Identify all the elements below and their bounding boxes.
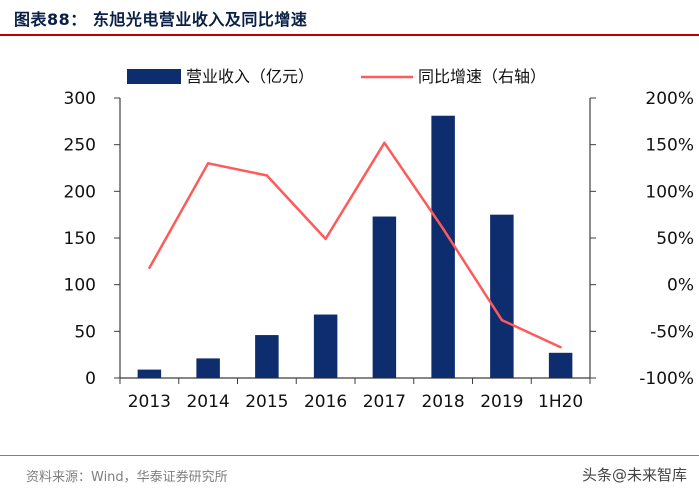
right-axis-tick-label: 150% [645,136,694,156]
growth-rate-point [148,266,151,270]
growth-rate-point [383,141,386,144]
right-axis-tick-label: -50% [650,322,694,342]
growth-rate-point [500,318,504,322]
revenue-bar [196,358,220,378]
left-axis-tick-label: 300 [64,89,96,109]
right-axis-tick-label: 0% [667,276,694,296]
source-note: 资料来源：Wind，华泰证券研究所 [26,470,228,485]
revenue-bar [431,115,455,378]
watermark-text: 头条@未来智库 [581,466,687,484]
x-axis-tick-label: 2019 [480,392,523,412]
tick-labels: 0 50 100 150 200 250 300 -100% -50% 0% 50% 100% 150%… [64,89,694,412]
growth-rate-line [148,141,562,349]
x-axis-tick-label: 2017 [363,392,406,412]
growth-rate-point [559,346,562,349]
right-axis-tick-label: 100% [645,182,694,202]
growth-rate-point [265,174,269,177]
left-axis-tick-label: 100 [64,276,96,296]
title-rule [0,34,699,36]
bar-series [137,115,573,378]
revenue-growth-chart: 营业收入（亿元） 同比增速（右轴） 0 50 100 150 200 250 300 -100… [64,67,694,412]
left-axis-tick-label: 50 [74,322,96,342]
x-axis-tick-label: 2016 [304,392,347,412]
legend-line-label: 同比增速（右轴） [418,67,546,86]
x-axis-tick-label: 2013 [128,392,171,412]
right-axis-tick-label: 50% [656,229,694,249]
x-axis-tick-label: 1H20 [538,392,583,412]
footer-rule [0,455,699,456]
line-series [148,141,562,349]
revenue-bar [137,369,162,378]
x-axis-tick-label: 2014 [186,392,229,412]
x-axis-tick-label: 2015 [245,392,288,412]
left-axis-tick-label: 200 [64,182,96,202]
left-axis-tick-label: 250 [64,136,96,156]
right-axis-tick-label: -100% [639,369,694,389]
figure-title: 图表88： 东旭光电营业收入及同比增速 [14,10,308,29]
revenue-bar [255,335,279,378]
left-axis-tick-label: 150 [64,229,96,249]
legend-bar-label: 营业收入（亿元） [186,67,314,86]
revenue-bar [548,352,573,378]
left-axis-tick-label: 0 [85,369,96,389]
revenue-bar [490,214,514,378]
revenue-bar [372,216,397,378]
right-axis-tick-label: 200% [645,89,694,109]
x-axis-tick-label: 2018 [421,392,464,412]
revenue-bar [313,314,338,378]
growth-rate-point [206,162,210,165]
growth-rate-point [324,237,327,241]
axes [114,97,596,384]
growth-rate-point [441,227,445,230]
legend: 营业收入（亿元） 同比增速（右轴） [127,67,546,86]
figure-header: 图表88： 东旭光电营业收入及同比增速 [0,0,699,36]
legend-bar-swatch [127,69,181,84]
